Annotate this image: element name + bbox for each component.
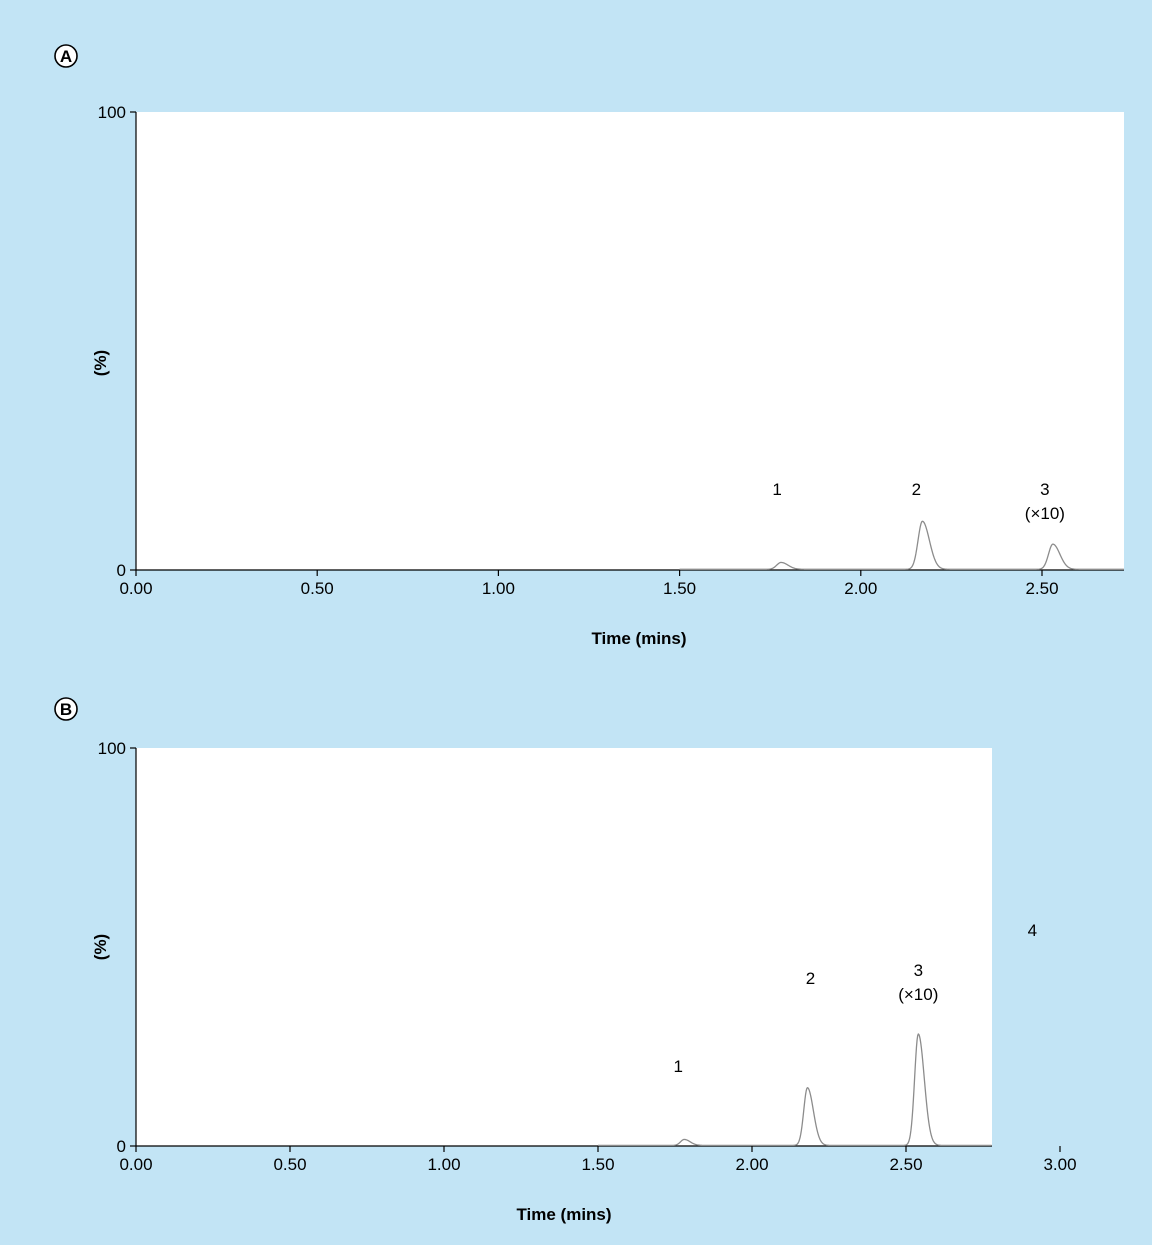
chart-panel-a: A01000.000.501.001.502.002.503.003.504.0…	[54, 44, 1124, 648]
x-tick-label: 0.00	[119, 579, 152, 598]
chart-panel-b: B01000.000.501.001.502.002.503.003.504.0…	[54, 697, 1077, 1224]
peak-label-2: 2	[912, 480, 921, 499]
y-tick-label: 100	[98, 739, 126, 758]
x-tick-label: 2.50	[889, 1155, 922, 1174]
panel-label-circle	[54, 697, 78, 721]
x-tick-label: 3.00	[1043, 1155, 1076, 1174]
y-tick-label: 0	[117, 1137, 126, 1156]
peak-label-2: 2	[806, 969, 815, 988]
x-tick-label: 0.50	[301, 579, 334, 598]
x-axis-title: Time (mins)	[516, 1205, 611, 1224]
peak-label-4: 4	[1028, 921, 1037, 940]
peak-multiplier-3: (×10)	[898, 985, 938, 1004]
peak-label-1: 1	[772, 480, 781, 499]
x-tick-label: 1.00	[482, 579, 515, 598]
x-tick-label: 0.00	[119, 1155, 152, 1174]
panel-label-badge: B	[54, 697, 78, 721]
chromatogram-trace	[597, 1033, 992, 1147]
peak-label-3: 3	[1040, 480, 1049, 499]
x-tick-label: 1.50	[581, 1155, 614, 1174]
panel-label-text: B	[60, 700, 72, 719]
panel-label-circle	[54, 44, 78, 68]
x-tick-label: 2.00	[844, 579, 877, 598]
x-tick-label: 2.00	[735, 1155, 768, 1174]
y-axis-title: (%)	[91, 934, 110, 960]
panel-label-text: A	[60, 47, 72, 66]
peak-label-1: 1	[674, 1057, 683, 1076]
y-tick-label: 100	[98, 103, 126, 122]
x-tick-label: 1.50	[663, 579, 696, 598]
y-tick-label: 0	[117, 561, 126, 580]
x-tick-label: 1.00	[427, 1155, 460, 1174]
y-axis-title: (%)	[91, 350, 110, 376]
peak-multiplier-3: (×10)	[1025, 504, 1065, 523]
x-axis-title: Time (mins)	[591, 629, 686, 648]
panel-label-badge: A	[54, 44, 78, 68]
x-tick-label: 2.50	[1025, 579, 1058, 598]
plot-area	[136, 112, 1124, 570]
x-tick-label: 0.50	[273, 1155, 306, 1174]
plot-area	[136, 748, 992, 1146]
peak-label-3: 3	[914, 961, 923, 980]
chromatogram-trace	[679, 520, 1124, 570]
